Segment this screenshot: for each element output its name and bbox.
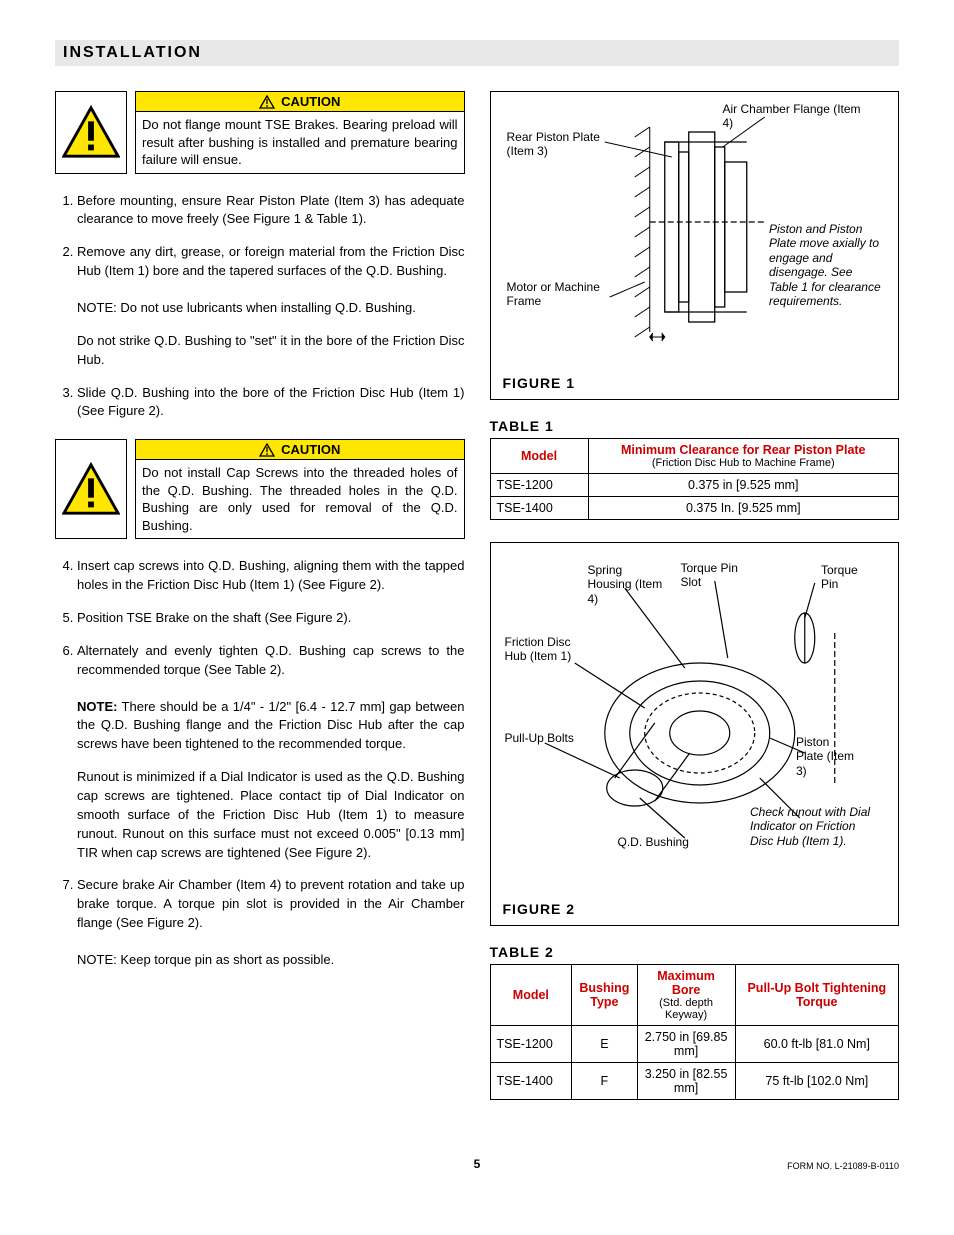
table-row: TSE-1200 E 2.750 in [69.85 mm] 60.0 ft-l… (490, 1026, 899, 1063)
note-1: NOTE: Do not use lubricants when install… (77, 299, 465, 318)
t2-r1-torque: 75 ft-lb [102.0 Nm] (735, 1063, 898, 1100)
fig1-description: Piston and Piston Plate move axially to … (769, 222, 884, 308)
t1-r1-clearance: 0.375 In. [9.525 mm] (588, 497, 898, 520)
fig2-torque-pin-slot: Torque Pin Slot (681, 561, 751, 590)
table-1-title: TABLE 1 (490, 418, 900, 434)
figure-1-label: FIGURE 1 (503, 375, 887, 391)
step-7-list: Secure brake Air Chamber (Item 4) to pre… (55, 876, 465, 933)
steps-list-b: Insert cap screws into Q.D. Bushing, ali… (55, 557, 465, 679)
fig2-spring-housing: Spring Housing (Item 4) (588, 563, 668, 606)
step-1: Before mounting, ensure Rear Piston Plat… (77, 192, 465, 230)
caution-title-text: CAUTION (281, 442, 340, 457)
page-footer: 5 FORM NO. L-21089-B-0110 (55, 1157, 899, 1171)
caution-title: CAUTION (136, 440, 464, 460)
t2-col-model: Model (490, 965, 572, 1026)
step-3: Slide Q.D. Bushing into the bore of the … (77, 384, 465, 422)
fig2-piston-plate: Piston Plate (Item 3) (796, 735, 856, 778)
figure-2: Spring Housing (Item 4) Torque Pin Slot … (490, 542, 900, 926)
t1-col-model: Model (490, 439, 588, 474)
figure-2-label: FIGURE 2 (503, 901, 887, 917)
note-3: NOTE: There should be a 1/4" - 1/2" [6.4… (77, 698, 465, 755)
note-bold: NOTE: (77, 699, 117, 714)
caution-title: CAUTION (136, 92, 464, 112)
step-6: Alternately and evenly tighten Q.D. Bush… (77, 642, 465, 680)
t1-r1-model: TSE-1400 (490, 497, 588, 520)
t2-col-torque: Pull-Up Bolt Tightening Torque (735, 965, 898, 1026)
t2-r1-bushing: F (572, 1063, 637, 1100)
t2-r0-bushing: E (572, 1026, 637, 1063)
table-row: TSE-1400 F 3.250 in [82.55 mm] 75 ft-lb … (490, 1063, 899, 1100)
runout-paragraph: Runout is minimized if a Dial Indicator … (77, 768, 465, 862)
table-row: TSE-1200 0.375 in [9.525 mm] (490, 474, 899, 497)
fig1-rear-piston-label: Rear Piston Plate (Item 3) (507, 130, 617, 159)
fig1-motor-frame-label: Motor or Machine Frame (507, 280, 607, 309)
note-4: NOTE: Keep torque pin as short as possib… (77, 951, 465, 970)
caution-block-1: CAUTION Do not flange mount TSE Brakes. … (55, 91, 465, 174)
table-1: Model Minimum Clearance for Rear Piston … (490, 438, 900, 520)
t2-r1-bore: 3.250 in [82.55 mm] (637, 1063, 735, 1100)
caution-block-2: CAUTION Do not install Cap Screws into t… (55, 439, 465, 539)
fig1-air-chamber-label: Air Chamber Flange (Item 4) (723, 102, 863, 131)
section-header: INSTALLATION (55, 40, 899, 66)
step-5: Position TSE Brake on the shaft (See Fig… (77, 609, 465, 628)
note-2: Do not strike Q.D. Bushing to "set" it i… (77, 332, 465, 370)
fig2-pullup-bolts: Pull-Up Bolts (505, 731, 585, 745)
step-4: Insert cap screws into Q.D. Bushing, ali… (77, 557, 465, 595)
fig2-runout-note: Check runout with Dial Indicator on Fric… (750, 805, 880, 848)
form-number: FORM NO. L-21089-B-0110 (618, 1161, 899, 1171)
fig2-qd-bushing: Q.D. Bushing (618, 835, 708, 849)
table-row: TSE-1400 0.375 In. [9.525 mm] (490, 497, 899, 520)
t2-col-bushing: Bushing Type (572, 965, 637, 1026)
t2-col-bore: Maximum Bore (Std. depth Keyway) (637, 965, 735, 1026)
t2-r0-torque: 60.0 ft-lb [81.0 Nm] (735, 1026, 898, 1063)
caution-text: Do not install Cap Screws into the threa… (136, 460, 464, 538)
steps-list-a: Before mounting, ensure Rear Piston Plat… (55, 192, 465, 281)
fig2-friction-hub: Friction Disc Hub (Item 1) (505, 635, 595, 664)
note-rest: There should be a 1/4" - 1/2" [6.4 - 12.… (77, 699, 465, 752)
caution-title-text: CAUTION (281, 94, 340, 109)
step-2: Remove any dirt, grease, or foreign mate… (77, 243, 465, 281)
right-column: Rear Piston Plate (Item 3) Air Chamber F… (490, 91, 900, 1122)
t1-r0-model: TSE-1200 (490, 474, 588, 497)
left-column: CAUTION Do not flange mount TSE Brakes. … (55, 91, 465, 1122)
two-column-layout: CAUTION Do not flange mount TSE Brakes. … (55, 91, 899, 1122)
warning-icon (55, 439, 127, 539)
warning-icon (55, 91, 127, 174)
caution-text: Do not flange mount TSE Brakes. Bearing … (136, 112, 464, 173)
t2-r0-model: TSE-1200 (490, 1026, 572, 1063)
fig2-torque-pin: Torque Pin (821, 563, 876, 592)
table-2: Model Bushing Type Maximum Bore (Std. de… (490, 964, 900, 1100)
t2-r0-bore: 2.750 in [69.85 mm] (637, 1026, 735, 1063)
table-2-title: TABLE 2 (490, 944, 900, 960)
t1-r0-clearance: 0.375 in [9.525 mm] (588, 474, 898, 497)
step-3-list: Slide Q.D. Bushing into the bore of the … (55, 384, 465, 422)
t1-col-clearance: Minimum Clearance for Rear Piston Plate … (588, 439, 898, 474)
figure-1: Rear Piston Plate (Item 3) Air Chamber F… (490, 91, 900, 400)
t2-r1-model: TSE-1400 (490, 1063, 572, 1100)
page-number: 5 (336, 1157, 617, 1171)
step-7: Secure brake Air Chamber (Item 4) to pre… (77, 876, 465, 933)
